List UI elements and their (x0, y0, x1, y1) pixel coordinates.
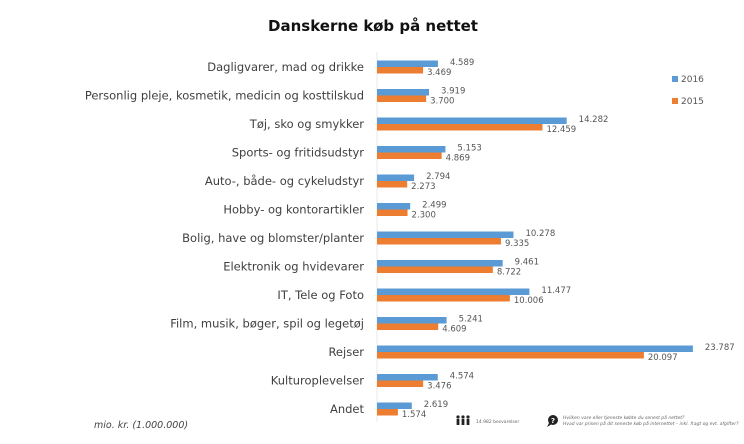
bar-2015-rejser (377, 352, 644, 359)
category-label-auto-både-og-cykeludstyr: Auto-, både- og cykeludstyr (205, 174, 364, 188)
bar-2016-film-musik-bøger-spil-og-legetøj (377, 317, 447, 324)
value-label-2016-auto-både-og-cykeludstyr: 2.794 (426, 172, 450, 182)
value-label-2016-andet: 2.619 (424, 400, 448, 410)
question-line-2: Hvad var prisen på dit seneste køb på in… (563, 420, 739, 427)
legend-swatch-2015 (672, 98, 678, 104)
value-label-2015-auto-både-og-cykeludstyr: 2.273 (411, 182, 435, 192)
bar-2016-auto-både-og-cykeludstyr (377, 174, 415, 181)
category-label-dagligvarer-mad-og-drikke: Dagligvarer, mad og drikke (207, 60, 364, 74)
value-label-2016-film-musik-bøger-spil-og-legetøj: 5.241 (459, 315, 483, 325)
value-label-2015-hobby-og-kontorartikler: 2.300 (412, 211, 436, 221)
value-label-2016-kulturoplevelser: 4.574 (450, 372, 474, 382)
respondents-text: 14.982 besvarelser (476, 419, 519, 425)
category-label-film-musik-bøger-spil-og-legetøj: Film, musik, bøger, spil og legetøj (170, 317, 364, 331)
bar-2015-bolig-have-og-blomster-planter (377, 238, 501, 245)
value-label-2016-it-tele-og-foto: 11.477 (541, 286, 571, 296)
value-label-2015-dagligvarer-mad-og-drikke: 3.469 (427, 68, 451, 78)
category-label-sports-og-fritidsudstyr: Sports- og fritidsudstyr (232, 146, 365, 160)
category-label-elektronik-og-hvidevarer: Elektronik og hvidevarer (223, 260, 364, 274)
value-label-2016-bolig-have-og-blomster-planter: 10.278 (525, 229, 555, 239)
category-label-andet: Andet (330, 402, 365, 416)
value-label-2015-elektronik-og-hvidevarer: 8.722 (497, 268, 521, 278)
value-label-2016-rejser: 23.787 (705, 343, 735, 353)
bar-2016-rejser (377, 345, 693, 352)
bars (377, 60, 693, 416)
bar-2016-andet (377, 402, 412, 409)
value-label-2015-it-tele-og-foto: 10.006 (514, 296, 544, 306)
category-label-tøj-sko-og-smykker: Tøj, sko og smykker (249, 117, 364, 131)
value-label-2016-elektronik-og-hvidevarer: 9.461 (515, 258, 539, 268)
value-label-2016-sports-og-fritidsudstyr: 5.153 (457, 144, 481, 154)
bar-2016-dagligvarer-mad-og-drikke (377, 60, 438, 67)
category-label-bolig-have-og-blomster-planter: Bolig, have og blomster/planter (182, 231, 364, 245)
value-label-2015-film-musik-bøger-spil-og-legetøj: 4.609 (442, 325, 466, 335)
bar-2016-hobby-og-kontorartikler (377, 203, 411, 210)
bar-2015-elektronik-og-hvidevarer (377, 266, 493, 273)
bar-2015-hobby-og-kontorartikler (377, 209, 408, 216)
value-label-2016-tøj-sko-og-smykker: 14.282 (579, 115, 609, 125)
bar-2015-auto-både-og-cykeludstyr (377, 181, 408, 188)
bar-2016-tøj-sko-og-smykker (377, 117, 567, 124)
value-label-2015-rejser: 20.097 (648, 353, 678, 363)
people-icon (456, 415, 470, 425)
legend-label-2016: 2016 (681, 75, 704, 85)
bar-2015-personlig-pleje-kosmetik-medicin-og-kosttilskud (377, 95, 427, 102)
category-label-hobby-og-kontorartikler: Hobby- og kontorartikler (223, 203, 364, 217)
bar-2016-bolig-have-og-blomster-planter (377, 231, 514, 238)
unit-label: mio. kr. (1.000.000) (94, 420, 188, 431)
bar-2015-kulturoplevelser (377, 380, 424, 387)
value-label-2016-personlig-pleje-kosmetik-medicin-og-kosttilskud: 3.919 (441, 87, 465, 97)
value-label-2015-personlig-pleje-kosmetik-medicin-og-kosttilskud: 3.700 (430, 97, 454, 107)
bar-2015-film-musik-bøger-spil-og-legetøj (377, 323, 439, 330)
bar-2015-andet (377, 409, 398, 416)
svg-text:?: ? (551, 417, 555, 425)
footer-respondents: 14.982 besvarelser (456, 415, 519, 425)
category-label-rejser: Rejser (328, 345, 364, 359)
bar-2016-sports-og-fritidsudstyr (377, 146, 446, 153)
value-label-2015-sports-og-fritidsudstyr: 4.869 (446, 154, 470, 164)
bar-2016-personlig-pleje-kosmetik-medicin-og-kosttilskud (377, 89, 430, 96)
question-line-1: Hvilken vare eller tjeneste købte du sen… (563, 414, 685, 421)
bar-2015-it-tele-og-foto (377, 295, 510, 302)
bar-2015-tøj-sko-og-smykker (377, 124, 543, 131)
value-label-2015-bolig-have-og-blomster-planter: 9.335 (505, 239, 529, 249)
bar-2016-kulturoplevelser (377, 374, 438, 381)
category-label-it-tele-og-foto: IT, Tele og Foto (277, 288, 364, 302)
chart-title: Danskerne køb på nettet (268, 17, 478, 35)
bar-2016-it-tele-og-foto (377, 288, 530, 295)
bar-2015-dagligvarer-mad-og-drikke (377, 67, 424, 74)
category-labels: Dagligvarer, mad og drikke Personlig plej… (85, 60, 365, 416)
value-label-2015-tøj-sko-og-smykker: 12.459 (546, 125, 576, 135)
value-label-2015-kulturoplevelser: 3.476 (427, 382, 451, 392)
question-bubble-icon: ? (547, 415, 558, 427)
value-label-2016-dagligvarer-mad-og-drikke: 4.589 (450, 58, 474, 68)
value-label-2016-hobby-og-kontorartikler: 2.499 (422, 201, 446, 211)
category-label-personlig-pleje-kosmetik-medicin-og-kosttilskud: Personlig pleje, kosmetik, medicin og ko… (85, 89, 364, 103)
category-label-kulturoplevelser: Kulturoplevelser (271, 374, 364, 388)
legend: 2016 2015 (672, 75, 704, 107)
footer-question: ? Hvilken vare eller tjeneste købte du s… (547, 414, 739, 427)
legend-swatch-2016 (672, 76, 678, 82)
bar-2015-sports-og-fritidsudstyr (377, 152, 442, 159)
value-label-2015-andet: 1.574 (402, 410, 426, 420)
legend-label-2015: 2015 (681, 97, 704, 107)
bar-2016-elektronik-og-hvidevarer (377, 260, 503, 267)
